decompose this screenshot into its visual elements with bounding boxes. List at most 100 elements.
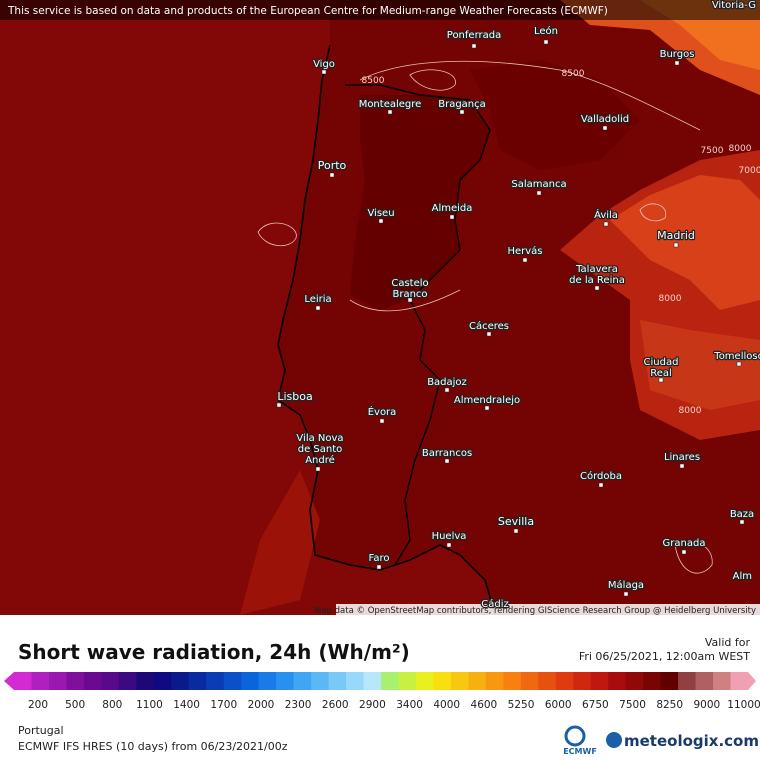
- dark-area: [350, 95, 490, 310]
- model-info: ECMWF IFS HRES (10 days) from 06/23/2021…: [18, 740, 288, 753]
- city-label: Valladolid: [581, 114, 629, 125]
- city-label: Vila Nova: [296, 433, 343, 444]
- city-marker: [484, 405, 490, 411]
- city-marker: [449, 214, 455, 220]
- city-label: Burgos: [660, 49, 695, 60]
- city-marker: [674, 60, 680, 66]
- city-label: de la Reina: [569, 275, 625, 286]
- colorbar-segment: [14, 672, 32, 690]
- city-marker: [407, 297, 413, 303]
- city-marker: [315, 466, 321, 472]
- contour-line: [257, 60, 713, 574]
- city-marker: [543, 39, 549, 45]
- valid-time: Fri 06/25/2021, 12:00am WEST: [579, 650, 750, 663]
- city-label: Granada: [663, 538, 706, 549]
- city-label: Sevilla: [498, 515, 534, 528]
- legend-tick-label: 7500: [619, 699, 646, 711]
- colorbar-segment: [730, 672, 749, 690]
- city-marker: [315, 305, 321, 311]
- legend-tick-label: 1100: [136, 699, 163, 711]
- brand: meteologix.com: [624, 732, 759, 750]
- city-marker: [522, 257, 528, 263]
- city-label: Lisboa: [277, 390, 312, 403]
- contour-label: 8000: [659, 294, 682, 304]
- colorbar-arrow-high: [748, 672, 756, 690]
- city-label: André: [305, 454, 335, 466]
- legend-tick-label: 200: [28, 699, 48, 711]
- city-label: Bragança: [438, 99, 486, 110]
- city-marker: [603, 221, 609, 227]
- city-label: Ponferrada: [447, 30, 501, 41]
- legend-tick-label: 4000: [433, 699, 460, 711]
- city-marker: [486, 331, 492, 337]
- city-label: Almeida: [432, 203, 473, 214]
- city-label: Badajoz: [427, 377, 467, 388]
- city-marker: [444, 458, 450, 464]
- city-label: Leiria: [304, 294, 331, 305]
- region: Portugal: [18, 724, 64, 737]
- colorbar-segment: [398, 672, 417, 690]
- city-marker: [594, 285, 600, 291]
- city-marker: [602, 125, 608, 131]
- colorbar-segment: [346, 672, 365, 690]
- city-marker: [459, 109, 465, 115]
- colorbar-segment: [678, 672, 697, 690]
- city-label: Madrid: [657, 229, 695, 242]
- legend-tick-label: 5250: [508, 699, 535, 711]
- city-marker: [658, 377, 664, 383]
- bright-area: [610, 175, 760, 310]
- colorbar-segment: [48, 672, 67, 690]
- colorbar-segment: [136, 672, 155, 690]
- city-marker: [378, 218, 384, 224]
- city-marker: [623, 591, 629, 597]
- city-marker: [444, 387, 450, 393]
- legend-tick-label: 2300: [285, 699, 312, 711]
- brand-logo: [606, 732, 622, 748]
- city-label: Évora: [368, 405, 397, 418]
- city-label: Faro: [369, 553, 390, 564]
- city-marker: [276, 402, 282, 408]
- contour-label: 7000: [739, 166, 760, 176]
- city-label: Córdoba: [580, 470, 622, 482]
- legend-tick-label: 11000: [727, 699, 760, 711]
- city-marker: [536, 190, 542, 196]
- city-marker: [446, 542, 452, 548]
- colorbar-segment: [625, 672, 644, 690]
- city-label: Málaga: [608, 579, 644, 591]
- city-label: León: [534, 25, 558, 37]
- bright-area: [240, 470, 320, 615]
- city-label: Cádiz: [481, 598, 509, 610]
- colorbar-segment: [713, 672, 732, 690]
- colorbar-segment: [433, 672, 452, 690]
- colorbar-segment: [538, 672, 557, 690]
- city-label: Huelva: [432, 531, 467, 542]
- colorbar-segment: [293, 672, 312, 690]
- contour-label: 7500: [701, 146, 724, 156]
- ecmwf-logo: [564, 725, 586, 747]
- city-label: Salamanca: [511, 179, 566, 190]
- dark-area: [470, 60, 640, 170]
- legend-tick-label: 6000: [545, 699, 572, 711]
- colorbar-segment: [520, 672, 539, 690]
- legend-tick-label: 8250: [656, 699, 683, 711]
- city-marker: [736, 361, 742, 367]
- valid-label: Valid for: [705, 636, 751, 649]
- colorbar-segment: [206, 672, 225, 690]
- city-layer: Vitoria-G Ponferrada León Burgos Vigo Monteal…: [276, 0, 760, 611]
- city-label: Ciudad: [644, 357, 679, 368]
- colorbar-segment: [485, 672, 504, 690]
- city-marker: [739, 519, 745, 525]
- contour-label: 8000: [729, 144, 752, 154]
- colorbar-segment: [468, 672, 487, 690]
- city-label: Vigo: [313, 59, 335, 70]
- colorbar-segment: [381, 672, 399, 690]
- colorbar-segment: [258, 672, 277, 690]
- colorbar-segment: [31, 672, 50, 690]
- colorbar-segment: [83, 672, 102, 690]
- city-label: de Santo: [298, 444, 343, 455]
- map: This service is based on data and produc…: [0, 0, 760, 616]
- attribution-bar: [0, 0, 760, 20]
- city-marker: [513, 528, 519, 534]
- legend-title: Short wave radiation, 24h (Wh/m²): [18, 640, 410, 664]
